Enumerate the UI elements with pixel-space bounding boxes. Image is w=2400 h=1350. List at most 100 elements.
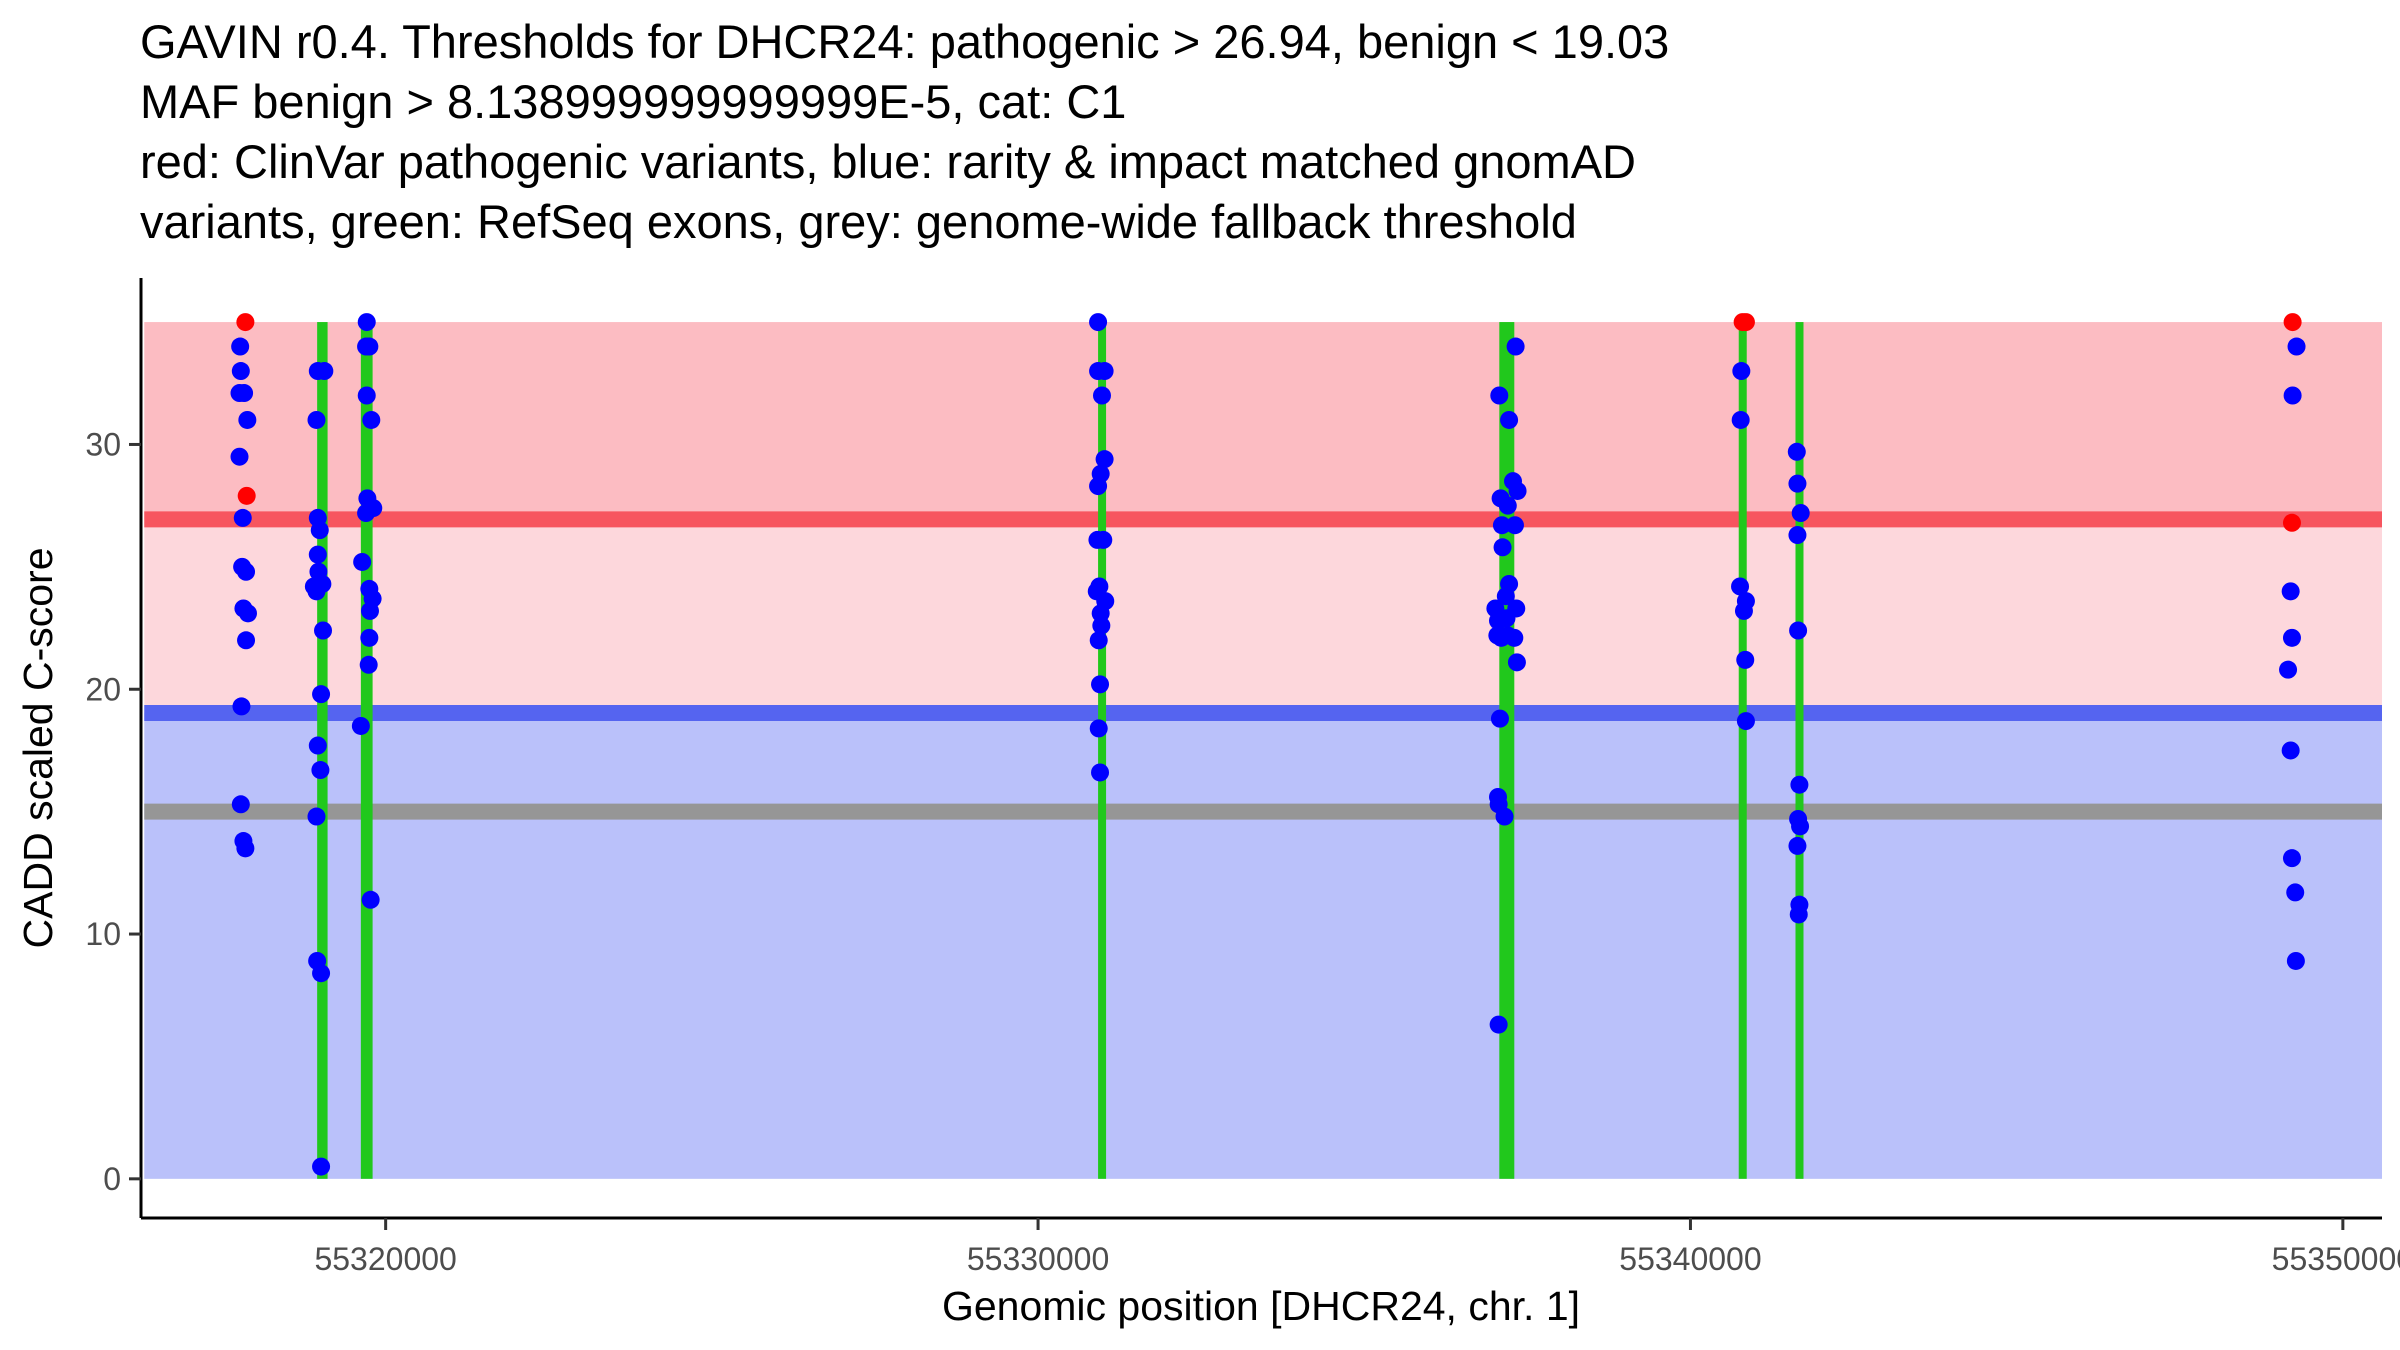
x-axis-title: Genomic position [DHCR24, chr. 1] <box>942 1283 1580 1329</box>
gnomad-variant-point <box>1791 504 1810 522</box>
threshold-bands <box>144 322 2383 1179</box>
gnomad-variant-point <box>308 545 327 564</box>
gnomad-variant-point <box>1095 362 1114 381</box>
y-tick-label: 0 <box>103 1161 121 1197</box>
gnomad-variant-point <box>1091 763 1110 782</box>
gnomad-variant-point <box>312 685 331 704</box>
gnomad-variant-point <box>1507 653 1526 672</box>
gnomad-variant-point <box>1731 410 1750 429</box>
exon-bar <box>1795 322 1804 1179</box>
clinvar-pathogenic-point <box>2283 313 2302 332</box>
gnomad-variant-point <box>357 313 376 332</box>
gnomad-variant-point <box>1094 530 1113 549</box>
gnomad-variant-point <box>360 628 379 647</box>
gnomad-variant-point <box>2279 660 2298 679</box>
gnomad-variant-point <box>1736 650 1755 669</box>
gnomad-variant-point <box>315 362 334 381</box>
gnomad-variant-point <box>1089 719 1108 738</box>
gnomad-variant-point <box>1490 386 1509 405</box>
gnomad-variant-point <box>1788 526 1807 545</box>
gnomad-variant-point <box>2282 849 2301 868</box>
clinvar-pathogenic-point <box>237 486 256 505</box>
gnomad-variant-point <box>2282 628 2301 647</box>
gnomad-variant-point <box>1496 587 1515 606</box>
intermediate-band <box>144 519 2383 713</box>
gnomad-variant-point <box>311 761 330 780</box>
gnomad-variant-point <box>231 337 250 356</box>
gnomad-variant-point <box>1489 1015 1508 1034</box>
gnomad-variant-point <box>312 1157 331 1176</box>
gnomad-variant-point <box>236 839 255 858</box>
gnomad-variant-point <box>231 795 250 814</box>
gnomad-variant-point <box>359 655 378 674</box>
gnomad-variant-point <box>314 621 333 640</box>
gnomad-variant-point <box>1732 362 1751 381</box>
gnomad-variant-point <box>312 964 331 983</box>
gnomad-variant-point <box>237 562 256 581</box>
x-tick-label: 55320000 <box>314 1241 456 1277</box>
gnomad-variant-point <box>361 890 380 909</box>
gnomad-variant-point <box>1490 709 1509 728</box>
gnomad-variant-point <box>1495 807 1514 826</box>
gnomad-variant-point <box>1731 577 1750 596</box>
exon-bar <box>1738 322 1747 1179</box>
gnomad-variant-point <box>364 499 383 518</box>
gnomad-variant-point <box>1734 601 1753 620</box>
gnomad-variant-point <box>2281 582 2300 601</box>
gnomad-variant-point <box>1791 817 1810 836</box>
clinvar-pathogenic-point <box>2282 513 2301 532</box>
gnomad-variant-point <box>232 697 251 716</box>
y-tick-label: 20 <box>85 671 121 707</box>
gnomad-variant-point <box>1089 313 1108 332</box>
gnomad-variant-point <box>308 736 327 755</box>
gnomad-variant-point <box>310 521 329 540</box>
gnomad-variant-point <box>1091 675 1110 694</box>
gnomad-variant-point <box>1789 905 1808 924</box>
gnomad-variant-point <box>237 631 256 650</box>
gnomad-variant-point <box>1787 442 1806 461</box>
gnomad-variant-point <box>1789 621 1808 640</box>
gnomad-variant-point <box>1508 481 1527 500</box>
gnomad-variant-point <box>1506 337 1525 356</box>
gnomad-variant-point <box>1505 516 1524 535</box>
gnomad-variant-point <box>1736 712 1755 731</box>
gnomad-variant-point <box>235 384 254 403</box>
gnomad-variant-point <box>1092 616 1111 635</box>
gnomad-variant-point <box>1500 410 1519 429</box>
pathogenic-band <box>144 322 2383 520</box>
gnomad-variant-point <box>1089 631 1108 650</box>
gnomad-variant-point <box>307 807 326 826</box>
gnomad-variant-point <box>1788 836 1807 855</box>
title-line-2: MAF benign > 8.138999999999999E-5, cat: … <box>140 75 1127 128</box>
gnomad-variant-point <box>231 362 250 381</box>
gnomad-variant-point <box>1089 477 1108 496</box>
gnomad-variant-point <box>1790 775 1809 794</box>
benign-band <box>144 712 2383 1179</box>
y-tick-label: 30 <box>85 426 121 462</box>
title-line-1: GAVIN r0.4. Thresholds for DHCR24: patho… <box>140 15 1670 68</box>
exon-bar <box>1098 322 1107 1179</box>
gnomad-variant-point <box>1507 599 1526 618</box>
title-line-3: red: ClinVar pathogenic variants, blue: … <box>140 135 1636 188</box>
axes <box>139 278 2382 1220</box>
exon-bar <box>360 322 373 1179</box>
gnomad-variant-point <box>360 337 379 356</box>
gnomad-variant-point <box>307 582 326 601</box>
gnomad-variant-point <box>307 410 326 429</box>
variant-points <box>230 313 2306 1176</box>
gnomad-variant-point <box>1505 628 1524 647</box>
gnomad-variant-point <box>238 410 257 429</box>
x-tick-label: 55330000 <box>967 1241 1109 1277</box>
gnomad-variant-point <box>1095 450 1114 469</box>
gnomad-variant-point <box>1492 516 1511 535</box>
gnomad-variant-point <box>238 604 257 623</box>
exon-bar <box>1499 322 1515 1179</box>
x-tick-label: 55340000 <box>1619 1241 1761 1277</box>
gnomad-variant-point <box>362 410 381 429</box>
chart-title: GAVIN r0.4. Thresholds for DHCR24: patho… <box>140 12 2340 252</box>
gnomad-variant-point <box>2281 741 2300 760</box>
gnomad-variant-point <box>360 601 379 620</box>
clinvar-pathogenic-point <box>236 313 255 332</box>
title-line-4: variants, green: RefSeq exons, grey: gen… <box>140 195 1577 248</box>
